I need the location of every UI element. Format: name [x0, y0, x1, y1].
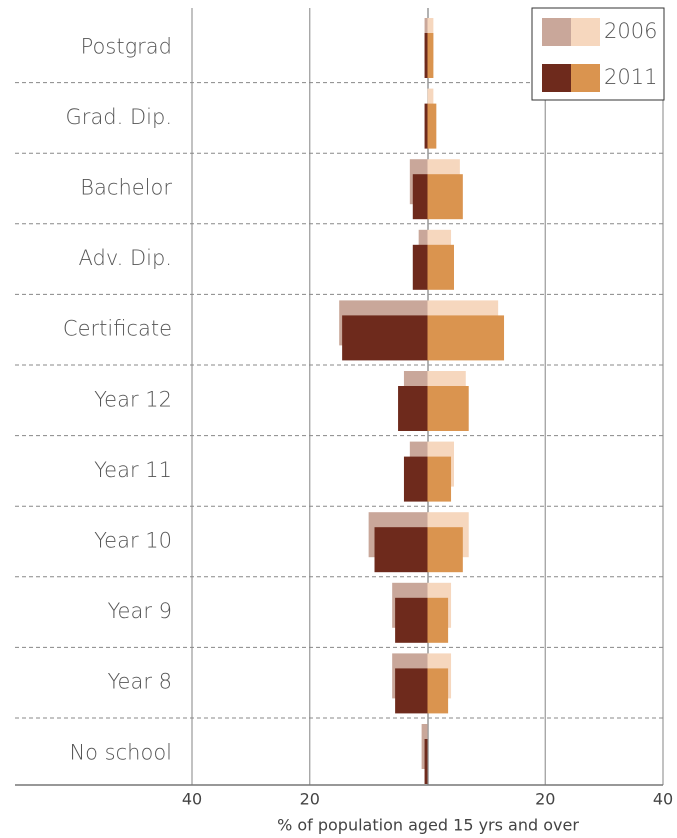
bar	[428, 457, 452, 502]
category-label: Year 12	[94, 387, 172, 411]
bar	[395, 598, 427, 643]
category-label: Adv. Dip.	[79, 246, 173, 270]
bar	[395, 668, 427, 713]
bar	[413, 245, 428, 290]
category-label: Postgrad	[81, 34, 172, 58]
bar	[428, 598, 449, 643]
bar	[428, 527, 463, 572]
bar	[428, 33, 434, 78]
bar	[428, 245, 454, 290]
legend-label: 2006	[604, 19, 657, 43]
legend-swatch	[571, 18, 600, 46]
bar	[428, 668, 449, 713]
legend-swatch	[571, 64, 600, 92]
x-tick-label: 40	[182, 790, 202, 809]
bar	[425, 104, 428, 149]
x-tick-label: 20	[300, 790, 320, 809]
bar	[398, 386, 427, 431]
legend-swatch	[542, 18, 571, 46]
bar	[428, 104, 437, 149]
x-axis-label: % of population aged 15 yrs and over	[277, 816, 579, 835]
category-label: Certificate	[63, 317, 172, 341]
x-tick-label: 20	[535, 790, 555, 809]
bar	[428, 315, 505, 360]
bar	[413, 174, 428, 219]
category-label: Grad. Dip.	[66, 105, 172, 129]
legend-label: 2011	[604, 65, 657, 89]
bar	[428, 386, 469, 431]
chart: % of population aged 15 yrs and over 40 2…	[0, 0, 677, 838]
bar	[375, 527, 428, 572]
category-label: No school	[69, 740, 172, 764]
category-label: Year 11	[94, 458, 172, 482]
category-label: Bachelor	[80, 176, 172, 200]
category-label: Year 10	[94, 529, 172, 553]
x-tick-label: 40	[653, 790, 673, 809]
bar	[425, 33, 428, 78]
category-label: Year 8	[108, 670, 173, 694]
bar	[425, 739, 428, 784]
bar	[428, 174, 463, 219]
bar	[404, 457, 428, 502]
legend-swatch	[542, 64, 571, 92]
category-label: Year 9	[108, 599, 173, 623]
bar	[342, 315, 427, 360]
